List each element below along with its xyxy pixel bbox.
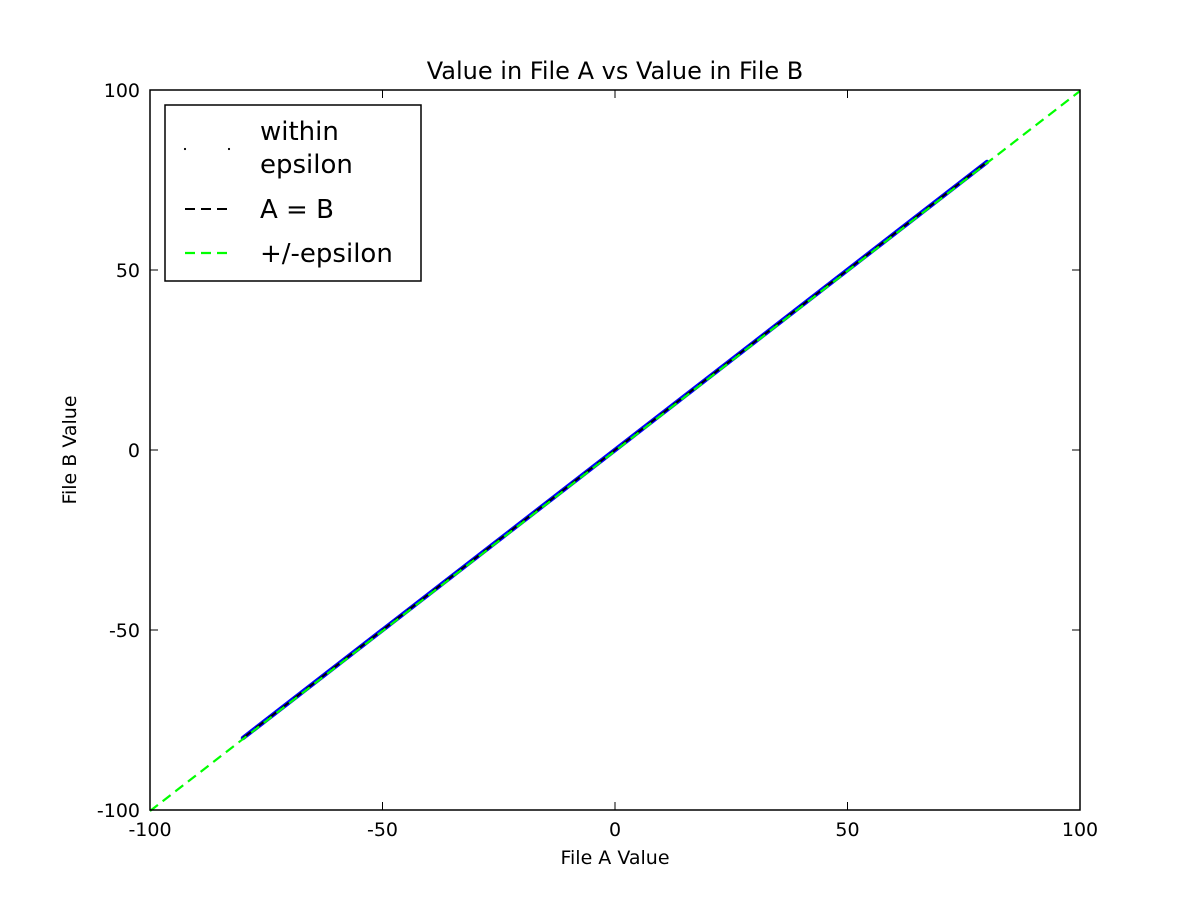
- plot-frame: [149, 89, 1081, 811]
- series-layer: [149, 90, 1081, 812]
- legend-marker-within-epsilon: [227, 147, 231, 151]
- x-tick-label: 50: [835, 819, 859, 841]
- legend-label-a-equals-b: A = B: [260, 195, 334, 225]
- legend-label-within-epsilon-line1: within: [260, 117, 339, 147]
- y-tick-label: -50: [109, 620, 140, 642]
- chart-title: Value in File A vs Value in File B: [427, 57, 804, 85]
- x-tick-label: -100: [128, 819, 171, 841]
- series-plus-minus-epsilon: [149, 90, 1081, 812]
- y-tick-label: 50: [116, 260, 140, 282]
- y-axis-label: File B Value: [59, 395, 81, 504]
- legend-label-plus-minus-epsilon: +/-epsilon: [260, 239, 393, 269]
- y-tick-label: 100: [104, 80, 140, 102]
- x-tick-label: -50: [367, 819, 398, 841]
- y-tick-label: -100: [97, 800, 140, 822]
- legend-label-within-epsilon-line2: epsilon: [260, 150, 353, 180]
- y-tick-label: 0: [128, 440, 140, 462]
- x-axis-label: File A Value: [560, 847, 669, 869]
- tick-labels-layer: -100 -50 0 50 100 -100 -50 0 50 100: [97, 80, 1098, 841]
- x-tick-label: 0: [609, 819, 621, 841]
- x-tick-label: 100: [1062, 819, 1098, 841]
- legend-marker-within-epsilon: [183, 147, 187, 151]
- legend-box: [164, 104, 422, 282]
